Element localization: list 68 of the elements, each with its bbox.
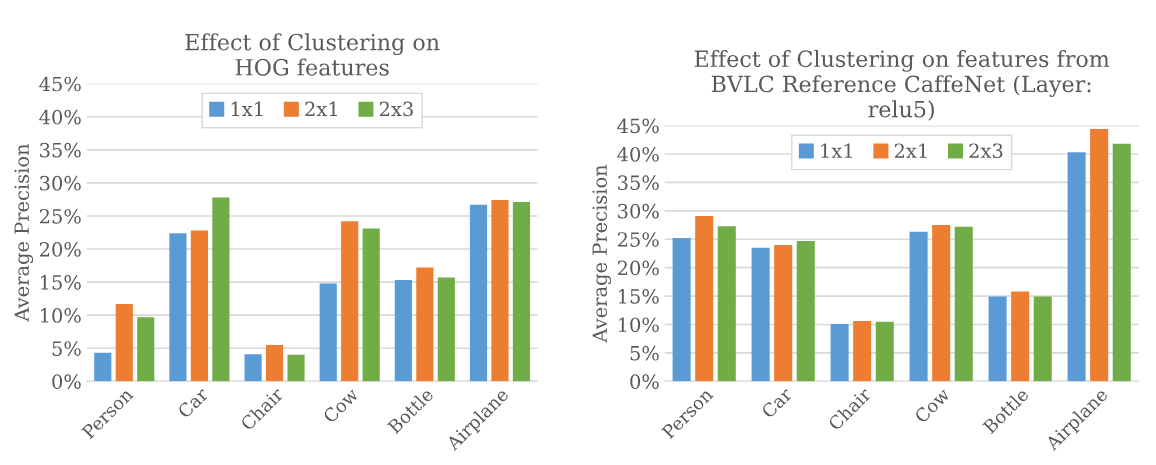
bar [416, 267, 434, 382]
chart-title: Effect of Clustering on features from BVLC Reference CaffeNet (Layer: relu5) [694, 49, 1110, 121]
bar [437, 277, 455, 382]
bar [672, 238, 691, 382]
bar [94, 352, 112, 382]
y-tick-label: 35% [40, 142, 81, 158]
bar [469, 204, 488, 382]
legend-label: 2x1 [305, 101, 337, 116]
y-tick-label: 25% [39, 208, 81, 224]
bar [244, 354, 262, 382]
bar [169, 233, 187, 382]
bar [988, 296, 1007, 382]
x-tick-label: Car [176, 386, 210, 419]
bar [695, 215, 714, 382]
bar [774, 244, 793, 382]
y-axis-title: Average Precision [592, 164, 612, 343]
legend-label: 1x1 [821, 143, 852, 158]
y-tick-label: 0% [52, 374, 81, 389]
y-tick-label: 15% [618, 289, 659, 304]
y-tick-label: 30% [618, 203, 659, 219]
y-tick-label: 45% [39, 76, 81, 92]
legend-label: 2x3 [969, 143, 1003, 159]
y-tick-label: 10% [618, 317, 659, 333]
y-tick-label: 45% [617, 118, 659, 134]
bar [1011, 291, 1030, 382]
bar [212, 197, 230, 382]
y-tick-label: 20% [617, 260, 659, 276]
bar [1112, 143, 1131, 382]
bar [265, 344, 284, 382]
bar [1067, 152, 1086, 382]
y-tick-label: 5% [52, 341, 81, 356]
bar [491, 200, 509, 382]
bar [362, 228, 380, 382]
y-tick-label: 0% [630, 374, 659, 389]
bar [954, 226, 973, 382]
x-tick-label: Car [760, 386, 794, 419]
bar [751, 247, 770, 382]
bar [875, 321, 894, 382]
bar [717, 226, 736, 382]
bar [115, 303, 133, 382]
bar [830, 323, 849, 382]
y-tick-label: 35% [618, 175, 659, 191]
bar [137, 317, 155, 382]
bar [287, 354, 305, 382]
y-tick-label: 30% [40, 175, 81, 191]
bar [796, 240, 815, 382]
bar [319, 283, 337, 382]
bar [341, 221, 359, 382]
legend-label: 2x3 [379, 101, 413, 117]
bar [190, 230, 208, 382]
legend-label: 1x1 [231, 101, 263, 116]
bar [932, 225, 951, 382]
y-tick-label: 25% [617, 232, 659, 247]
y-tick-label: 5% [630, 345, 659, 361]
y-tick-label: 40% [39, 109, 81, 125]
bar [1090, 128, 1109, 382]
y-tick-label: 15% [40, 275, 81, 290]
y-tick-label: 20% [39, 241, 81, 257]
legend-label: 2x1 [894, 143, 927, 158]
bar [909, 231, 928, 382]
bar [512, 202, 531, 382]
chart-title: Effect of Clustering on HOG features [185, 33, 440, 76]
bar [1033, 296, 1052, 382]
bar [394, 280, 412, 382]
y-tick-label: 40% [617, 146, 659, 162]
bar [853, 321, 872, 382]
y-tick-label: 10% [40, 308, 81, 323]
y-axis-title: Average Precision [14, 143, 34, 322]
